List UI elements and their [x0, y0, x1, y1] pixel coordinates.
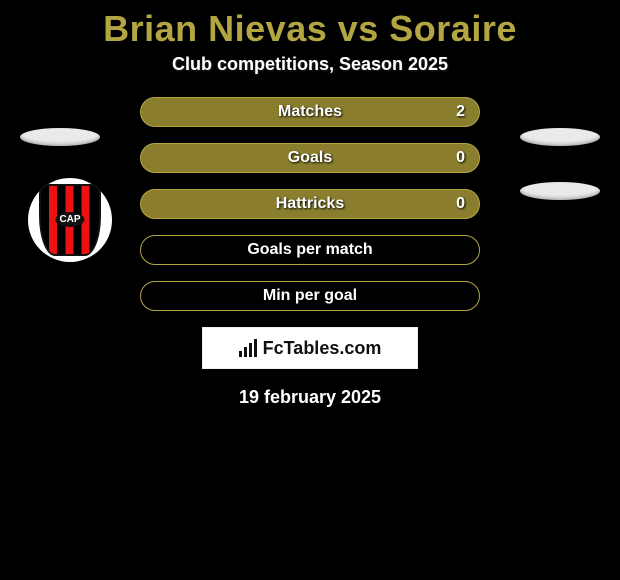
stat-label: Goals [288, 149, 332, 167]
bars-icon [239, 339, 257, 357]
page-title: Brian Nievas vs Soraire [0, 0, 620, 50]
stat-label: Hattricks [276, 195, 344, 213]
stat-hattricks: Hattricks 0 [140, 189, 480, 219]
stat-value: 2 [456, 103, 465, 121]
team-badge: CAP [28, 178, 112, 262]
stat-value: 0 [456, 149, 465, 167]
stat-label: Min per goal [263, 287, 357, 305]
site-logo[interactable]: FcTables.com [202, 327, 418, 369]
date-text: 19 february 2025 [0, 387, 620, 408]
stat-goals: Goals 0 [140, 143, 480, 173]
site-logo-text: FcTables.com [263, 338, 382, 359]
shield-icon: CAP [39, 184, 101, 256]
stat-value: 0 [456, 195, 465, 213]
avatar-player-right-2 [520, 182, 600, 200]
badge-text: CAP [55, 212, 84, 227]
stat-label: Goals per match [247, 241, 372, 259]
stat-label: Matches [278, 103, 342, 121]
stat-min-per-goal: Min per goal [140, 281, 480, 311]
page-subtitle: Club competitions, Season 2025 [0, 54, 620, 75]
stats-container: Matches 2 Goals 0 Hattricks 0 Goals per … [140, 97, 480, 311]
avatar-player-right-1 [520, 128, 600, 146]
stat-goals-per-match: Goals per match [140, 235, 480, 265]
stat-matches: Matches 2 [140, 97, 480, 127]
avatar-player-left [20, 128, 100, 146]
